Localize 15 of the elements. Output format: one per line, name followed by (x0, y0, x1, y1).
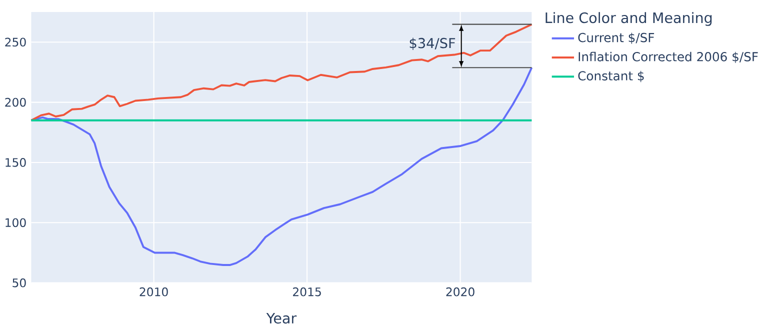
legend-label: Constant $ (578, 70, 644, 82)
legend-title: Line Color and Meaning (546, 12, 712, 26)
y-tick-label: 50 (12, 278, 26, 288)
legend-label: Current $/SF (578, 32, 654, 44)
y-tick-label: 100 (6, 218, 26, 227)
legend-label: Inflation Corrected 2006 $/SF (578, 52, 758, 63)
line-series (30, 23, 533, 122)
annotation: $34/SF (410, 37, 456, 50)
x-tick-label: 2015 (293, 287, 321, 296)
y-tick-label: 200 (5, 98, 26, 107)
x-axis-title: Year (266, 312, 297, 324)
y-tick-label: 250 (5, 38, 26, 46)
y-tick-label: 150 (6, 158, 26, 167)
x-tick-label: 2020 (446, 287, 474, 296)
x-tick-label: 2010 (140, 287, 168, 296)
